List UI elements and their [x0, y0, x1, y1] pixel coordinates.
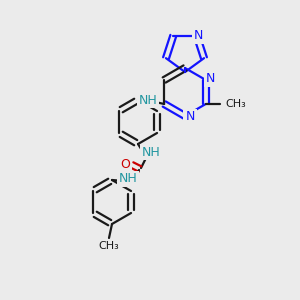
Text: NH: NH [118, 172, 137, 185]
Text: N: N [206, 73, 215, 85]
Text: O: O [120, 158, 130, 170]
Text: N: N [185, 110, 195, 124]
Text: CH₃: CH₃ [226, 99, 247, 109]
Text: NH: NH [142, 146, 160, 158]
Text: NH: NH [139, 94, 158, 106]
Text: CH₃: CH₃ [99, 241, 119, 251]
Text: N: N [194, 29, 203, 42]
